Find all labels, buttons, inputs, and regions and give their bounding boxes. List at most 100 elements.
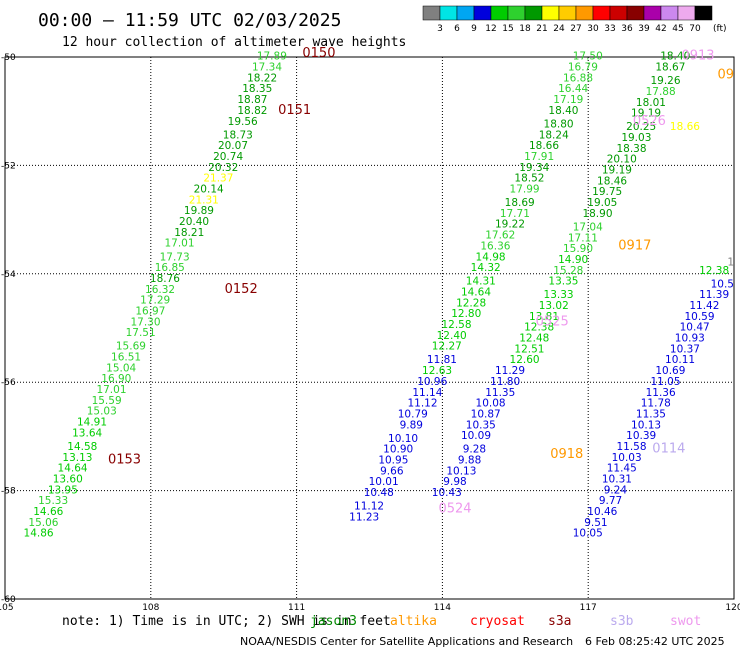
swh-value: 10.59 [684, 311, 714, 323]
colorbar-label: 36 [621, 24, 633, 34]
swh-value: 13.64 [72, 427, 102, 439]
swh-value: 13.95 [48, 484, 78, 496]
pass-time-label: 0917 [618, 238, 651, 253]
colorbar-swatch [575, 5, 594, 21]
swh-value: 12.80 [451, 308, 481, 320]
swh-value: 17.30 [130, 316, 160, 328]
colorbar-unit: (ft) [713, 24, 727, 34]
swh-value: 9.66 [380, 465, 404, 477]
x-tick-label: 108 [142, 603, 159, 613]
swh-value: 10.48 [364, 487, 394, 499]
x-tick-label: 111 [288, 603, 305, 613]
swh-value: 12.40 [437, 330, 467, 342]
swh-value: 19.75 [592, 186, 622, 198]
colorbar-label: 42 [655, 24, 666, 34]
swh-value: 18.82 [237, 105, 267, 117]
colorbar-swatch [422, 5, 441, 21]
swh-value: 17.50 [573, 51, 603, 63]
pass-time-label: 0152 [225, 282, 258, 297]
pass-time-label: 0114 [652, 442, 685, 457]
y-tick-label: -58 [1, 487, 16, 497]
swh-value: 11.35 [485, 387, 515, 399]
swh-value: 14.90 [558, 254, 588, 266]
swh-value: 12.60 [510, 354, 540, 366]
swh-value: 14.31 [466, 276, 496, 288]
colorbar-swatch [541, 5, 560, 21]
swh-value: 11.05 [650, 376, 680, 388]
colorbar-swatch [473, 5, 492, 21]
swh-value: 11.81 [427, 354, 457, 366]
swh-value: 19.03 [621, 132, 651, 144]
swh-value: 18.38 [616, 143, 646, 155]
colorbar-swatch [626, 5, 645, 21]
legend-item-cryosat: cryosat [470, 614, 525, 629]
swh-value: 17.51 [126, 327, 156, 339]
swh-value: 9.98 [443, 476, 466, 488]
swh-value: 17.88 [646, 86, 676, 98]
colorbar-swatch [677, 5, 696, 21]
legend-item-s3a: s3a [548, 614, 571, 629]
swh-value: 10.96 [417, 376, 447, 388]
legend-item-swot: swot [670, 614, 701, 629]
swh-value: 10.79 [398, 408, 428, 420]
swh-value: 15.59 [92, 395, 122, 407]
swh-value: 16.88 [563, 72, 593, 84]
swh-value: 11.78 [641, 398, 671, 410]
swh-value: 14.58 [67, 441, 97, 453]
swh-value: 19.56 [228, 116, 258, 128]
footer-note: note: 1) Time is in UTC; 2) SWH is in fe… [62, 614, 391, 629]
swh-value: 19.22 [495, 219, 525, 231]
swh-value: 18.21 [174, 227, 204, 239]
swh-value: 11.23 [349, 511, 379, 523]
swh-value: 19.05 [587, 197, 617, 209]
swh-value: 11.35 [636, 408, 666, 420]
pass-time-label: 0151 [278, 103, 311, 118]
swh-value: 18.01 [636, 97, 666, 109]
swh-value: 13.81 [529, 311, 559, 323]
swh-value: 9.24 [604, 484, 628, 496]
swh-value: 10.5 [711, 278, 734, 290]
pass-time-label: 0526 [633, 114, 666, 129]
swh-value: 12.58 [441, 319, 471, 331]
swh-value: 12.63 [422, 365, 452, 377]
swh-value: 16.79 [568, 62, 598, 74]
grid-lines [5, 57, 734, 599]
swh-value: 13.35 [548, 276, 578, 288]
swh-value: 19.89 [184, 205, 214, 217]
colorbar-swatch [694, 5, 713, 21]
colorbar-label: 12 [485, 24, 496, 34]
swh-value: 18.69 [505, 197, 535, 209]
swh-value: 16.44 [558, 83, 588, 95]
swh-value: 20.40 [179, 216, 209, 228]
swh-value: 10.01 [369, 476, 399, 488]
swh-value: 17.04 [573, 221, 603, 233]
swh-value: 16.85 [155, 262, 185, 274]
swh-value: 17.11 [568, 232, 598, 244]
plot-frame [4, 56, 735, 600]
satellite-legend: jason3 altika cryosat s3a s3b swot [310, 614, 701, 629]
pass-time-label: 0525 [536, 314, 569, 329]
swh-value: 21.31 [189, 194, 219, 206]
colorbar-swatch [456, 5, 475, 21]
colorbar-label: 30 [587, 24, 599, 34]
swh-value: 9.89 [400, 419, 423, 431]
swh-value: 11.42 [689, 300, 719, 312]
swh-value: 15.06 [28, 517, 58, 529]
swh-value: 12.51 [514, 343, 544, 355]
legend-item-s3b: s3b [610, 614, 634, 629]
swh-value: 14.32 [471, 262, 501, 274]
swh-value: 20.25 [626, 121, 656, 133]
chart-title: 00:00 – 11:59 UTC 02/03/2025 [38, 10, 341, 31]
swh-value: 16.32 [145, 284, 175, 296]
swh-value: 12.28 [456, 297, 486, 309]
colorbar-label: 45 [672, 24, 683, 34]
swh-value: 18.67 [655, 62, 685, 74]
colorbar-swatch [558, 5, 577, 21]
swh-value: 20.32 [208, 162, 238, 174]
swh-value: 19.19 [602, 165, 632, 177]
colorbar-label: 6 [454, 24, 460, 34]
swh-value: 11.12 [407, 398, 437, 410]
swh-value: 15.04 [106, 362, 136, 374]
colorbar-label: 3 [437, 24, 443, 34]
swh-value: 17.29 [140, 295, 170, 307]
